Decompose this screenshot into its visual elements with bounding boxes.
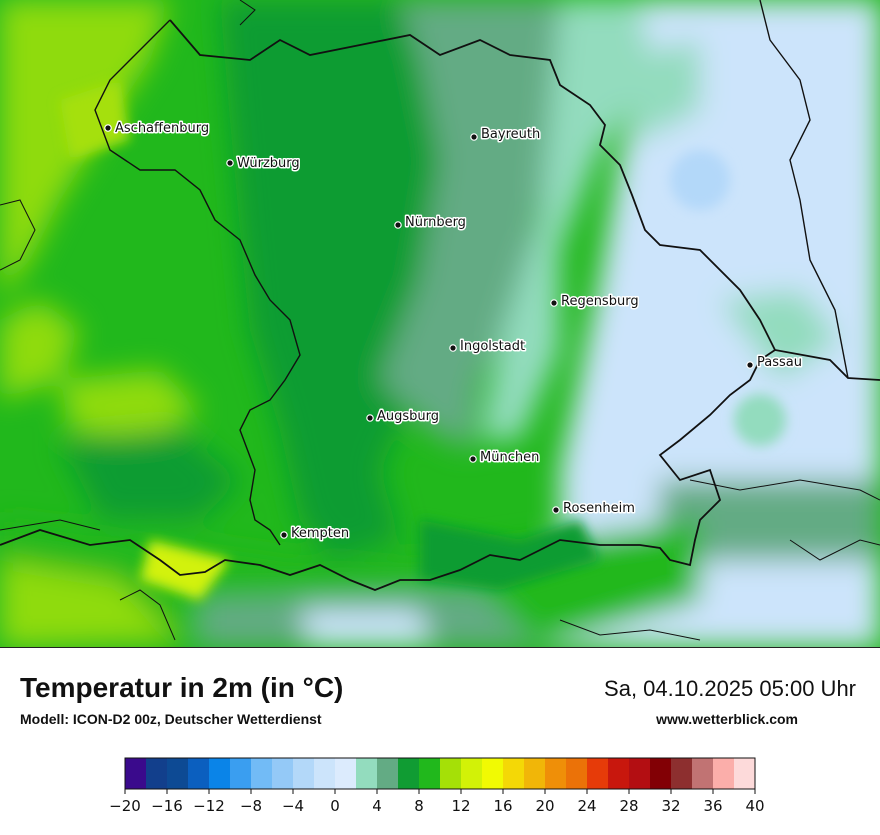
city-marker: Ingolstadt [449,338,527,356]
legend-tick-label: 20 [535,797,554,815]
legend-tick-label: −20 [109,797,141,815]
city-label: München [480,450,539,465]
city-marker: Rosenheim [552,500,636,518]
legend-tick-label: −12 [193,797,225,815]
legend-swatch [419,758,441,789]
model-source: Modell: ICON-D2 00z, Deutscher Wetterdie… [20,711,322,727]
city-label: Augsburg [377,409,439,424]
legend-swatch [314,758,336,789]
legend-swatch [482,758,504,789]
map-svg: Aschaffenburg Würzburg Bayreuth Nürnberg… [0,0,880,647]
legend-swatch [209,758,231,789]
legend-tick-label: 12 [451,797,470,815]
legend-tick-label: −4 [282,797,304,815]
website-url: www.wetterblick.com [656,711,798,727]
legend-swatch [230,758,252,789]
boundaries [0,0,880,641]
city-marker: Würzburg [226,155,301,173]
legend-swatch [125,758,147,789]
legend-swatch [272,758,294,789]
legend-swatches [125,758,756,789]
legend-swatch [167,758,189,789]
city-marker: Bayreuth [470,126,542,144]
legend-swatch [629,758,651,789]
city-marker: Passau [746,354,803,372]
city-marker: Nürnberg [394,214,467,232]
city-label: Kempten [291,526,349,541]
legend-svg: −20 −16 −12 −8 −4 0 4 8 12 16 20 24 28 32 36 40 [109,757,765,815]
legend-tick-label: 16 [493,797,512,815]
legend-ticks: −20 −16 −12 −8 −4 0 4 8 12 16 20 24 28 32 36 40 [109,789,765,815]
city-marker: München [469,449,541,467]
temperature-map: Aschaffenburg Würzburg Bayreuth Nürnberg… [0,0,880,648]
city-marker: Regensburg [550,293,640,311]
city-label: Passau [757,355,802,370]
legend-swatch [335,758,357,789]
legend-swatch [188,758,210,789]
legend-swatch [608,758,630,789]
legend-tick-label: 28 [619,797,638,815]
legend-swatch [503,758,525,789]
legend-swatch [671,758,693,789]
city-label: Bayreuth [481,127,540,142]
legend-swatch [377,758,399,789]
legend-swatch [524,758,546,789]
color-legend: −20 −16 −12 −8 −4 0 4 8 12 16 20 24 28 32 36 40 [0,750,880,830]
city-label: Regensburg [561,294,639,309]
legend-swatch [293,758,315,789]
forecast-datetime: Sa, 04.10.2025 05:00 Uhr [604,676,856,701]
legend-swatch [713,758,735,789]
legend-swatch [440,758,462,789]
city-label: Nürnberg [405,215,466,230]
legend-swatch [356,758,378,789]
legend-tick-label: 0 [330,797,340,815]
legend-tick-label: 24 [577,797,596,815]
legend-swatch [398,758,420,789]
city-marker: Kempten [280,525,351,543]
legend-frame [124,757,756,790]
legend-tick-label: 8 [414,797,424,815]
cities: Aschaffenburg Würzburg Bayreuth Nürnberg… [104,120,803,543]
city-label: Ingolstadt [460,339,525,354]
city-marker: Augsburg [366,408,441,426]
legend-swatch [146,758,168,789]
legend-tick-label: 36 [703,797,722,815]
city-label: Würzburg [237,156,300,171]
legend-swatch [461,758,483,789]
legend-tick-label: −16 [151,797,183,815]
legend-swatch [692,758,714,789]
legend-swatch [251,758,273,789]
legend-swatch [566,758,588,789]
legend-tick-label: 4 [372,797,382,815]
legend-swatch [650,758,672,789]
map-title: Temperatur in 2m (in °C) [20,672,344,703]
temperature-field [0,0,880,647]
legend-swatch [545,758,567,789]
legend-swatch [734,758,756,789]
legend-tick-label: −8 [240,797,262,815]
legend-tick-label: 32 [661,797,680,815]
legend-tick-label: 40 [745,797,764,815]
city-label: Aschaffenburg [115,121,209,136]
city-label: Rosenheim [563,501,635,516]
legend-swatch [587,758,609,789]
city-marker: Aschaffenburg [104,120,211,138]
temperature-detail [60,80,786,600]
